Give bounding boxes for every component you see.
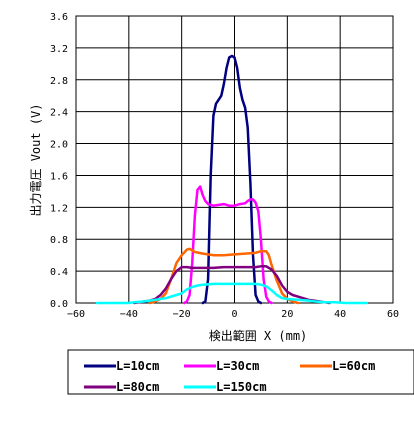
legend: L=10cm L=30cm L=60cm L=80cm L=150cm [84, 359, 375, 394]
legend-label: L=80cm [116, 380, 159, 394]
y-tick-label: 2.4 [50, 108, 68, 119]
grid [76, 16, 393, 303]
x-tick-label: −40 [120, 309, 138, 320]
x-tick-label: −60 [67, 309, 85, 320]
x-tick-label: 40 [334, 309, 346, 320]
y-tick-label: 3.2 [50, 44, 68, 55]
series-line-5 [95, 282, 368, 305]
series-line-1 [201, 54, 263, 305]
y-tick-label: 2.0 [50, 140, 68, 151]
tick-labels: −60 −40 −20 0 20 40 60 0.0 0.4 0.8 1.2 1.6 2.0 2.4 2.8… [50, 12, 399, 320]
legend-label: L=150cm [216, 380, 267, 394]
x-axis-title: 検出範囲 X (mm) [209, 328, 308, 343]
x-tick-label: −20 [173, 309, 191, 320]
y-tick-label: 1.6 [50, 171, 68, 182]
legend-label: L=30cm [216, 359, 259, 373]
y-tick-label: 1.2 [50, 203, 68, 214]
series-line-4 [132, 265, 331, 305]
series-line-2 [183, 185, 273, 305]
x-tick-label: 60 [387, 309, 399, 320]
y-tick-label: 0.4 [50, 267, 68, 278]
legend-label: L=60cm [332, 359, 375, 373]
y-axis-title: 出力電圧 Vout (V) [29, 103, 43, 216]
y-tick-label: 3.6 [50, 12, 68, 23]
x-tick-label: 0 [231, 309, 237, 320]
series-layer [95, 54, 368, 305]
y-tick-label: 0.0 [50, 299, 68, 310]
x-tick-label: 20 [281, 309, 293, 320]
legend-box [67, 349, 414, 395]
legend-label: L=10cm [116, 359, 159, 373]
y-tick-label: 0.8 [50, 235, 68, 246]
y-tick-label: 2.8 [50, 76, 68, 87]
